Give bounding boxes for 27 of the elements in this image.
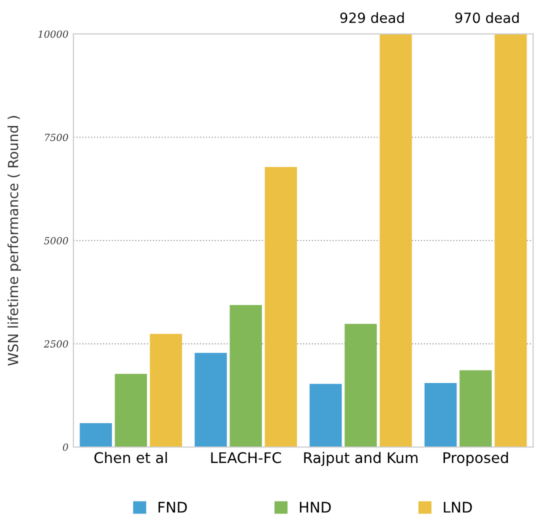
bar bbox=[150, 334, 182, 448]
bar bbox=[80, 423, 112, 448]
x-tick-label: Proposed bbox=[444, 452, 508, 466]
bar bbox=[424, 383, 457, 448]
bar bbox=[194, 352, 227, 448]
legend-label: HND bbox=[300, 502, 331, 513]
bar bbox=[264, 166, 297, 448]
bar bbox=[230, 304, 262, 448]
text: 929 dead bbox=[340, 12, 404, 24]
x-tick-label: Rajput and Kum bbox=[304, 452, 418, 466]
legend-label: FND bbox=[158, 502, 187, 513]
x-tick-label: LEACH-FC bbox=[211, 452, 282, 464]
bar bbox=[344, 324, 377, 448]
text: 970 dead bbox=[455, 12, 519, 24]
y-tick-label: 7500 bbox=[45, 134, 68, 142]
y-axis-title: WSN lifetime performance ( Round ) bbox=[8, 116, 21, 366]
y-tick-label: 10000 bbox=[38, 30, 68, 38]
bar bbox=[460, 370, 492, 448]
y-tick-label: 0 bbox=[62, 444, 68, 451]
y-tick-label: 2500 bbox=[44, 340, 68, 348]
x-tick-label: Chen et al bbox=[94, 452, 167, 464]
bar bbox=[380, 34, 412, 448]
bar bbox=[310, 384, 342, 448]
legend-label: LND bbox=[444, 502, 472, 513]
bar bbox=[494, 34, 527, 448]
y-tick-label: 5000 bbox=[44, 236, 68, 244]
bar bbox=[114, 374, 147, 448]
